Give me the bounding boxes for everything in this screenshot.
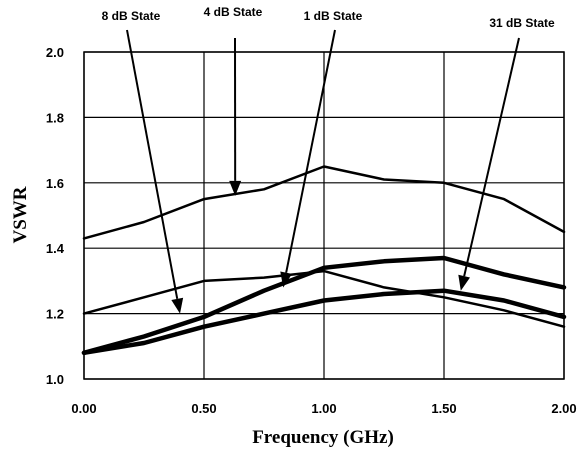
y-tick-label: 1.8 bbox=[46, 110, 64, 125]
callout-arrowhead bbox=[458, 274, 471, 291]
x-tick-label: 1.00 bbox=[311, 401, 336, 416]
x-tick-label: 2.00 bbox=[551, 401, 576, 416]
y-tick-label: 1.6 bbox=[46, 176, 64, 191]
series-line-2 bbox=[81, 255, 567, 356]
y-tick-label: 1.4 bbox=[46, 241, 65, 256]
callout-label: 1 dB State bbox=[304, 9, 363, 23]
callout-arrows: 8 dB State 4 dB State 1 dB State 31 dB Stat… bbox=[102, 5, 555, 314]
x-tick-label: 0.00 bbox=[71, 401, 96, 416]
series-line-1 bbox=[82, 269, 566, 328]
callout-arrowhead bbox=[280, 271, 293, 288]
callout-arrow-shaft bbox=[126, 29, 179, 300]
y-tick-label: 1.2 bbox=[46, 307, 64, 322]
y-tick-label: 1.0 bbox=[46, 372, 64, 387]
callout-arrowhead bbox=[171, 297, 184, 314]
series-line-3 bbox=[81, 288, 567, 356]
plot-frame bbox=[83, 51, 565, 380]
y-axis-title: VSWR bbox=[10, 186, 31, 243]
x-tick-label: 0.50 bbox=[191, 401, 216, 416]
grid bbox=[83, 51, 565, 380]
callout-label: 31 dB State bbox=[489, 16, 555, 30]
x-tick-label: 1.50 bbox=[431, 401, 456, 416]
callout-arrow-shaft bbox=[463, 37, 520, 277]
x-axis-title: Frequency (GHz) bbox=[252, 427, 394, 448]
callout-label: 4 dB State bbox=[204, 5, 263, 19]
callout-arrow-shaft bbox=[285, 29, 336, 273]
x-tick-labels: 0.00 0.50 1.00 1.50 2.00 bbox=[71, 401, 576, 416]
y-tick-label: 2.0 bbox=[46, 45, 64, 60]
y-tick-labels: 1.0 1.2 1.4 1.6 1.8 2.0 bbox=[46, 45, 65, 387]
callout-arrowhead bbox=[229, 180, 242, 196]
callout-label: 8 dB State bbox=[102, 9, 161, 23]
